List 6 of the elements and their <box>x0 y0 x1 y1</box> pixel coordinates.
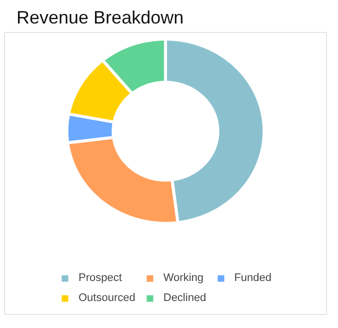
chart-title: Revenue Breakdown <box>16 8 184 28</box>
legend-label: Working <box>163 272 204 284</box>
legend-label: Declined <box>163 292 206 304</box>
legend-label: Outsourced <box>78 292 136 304</box>
legend-label: Funded <box>234 272 272 284</box>
legend-label: Prospect <box>78 272 122 284</box>
